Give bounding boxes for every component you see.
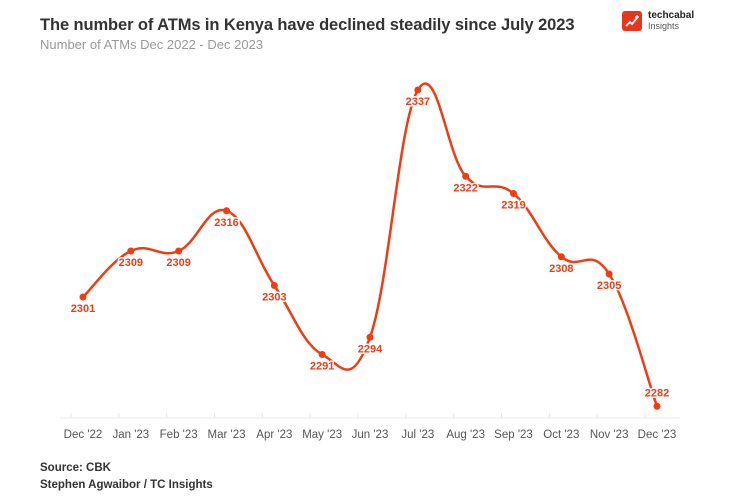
data-labels: 2301 2309 2309 2316 2303 2291 2294 2337 2322 2319… xyxy=(69,95,670,401)
series-line xyxy=(82,82,659,407)
x-tick-label: Mar '23 xyxy=(208,429,246,441)
data-point xyxy=(175,247,183,255)
source-text: Source: CBK xyxy=(40,462,111,474)
x-tick-label: Jun '23 xyxy=(352,429,389,441)
x-tick-label: Aug '23 xyxy=(446,429,485,441)
data-point xyxy=(366,333,374,341)
x-tick-label: Nov '23 xyxy=(590,429,629,441)
x-axis-ticks xyxy=(70,413,646,418)
data-point xyxy=(318,351,326,358)
data-point xyxy=(270,282,278,289)
data-point xyxy=(414,86,422,94)
x-tick-label: May '23 xyxy=(302,429,342,441)
data-label: 2322 xyxy=(453,182,477,194)
data-point xyxy=(223,207,230,215)
data-point xyxy=(462,172,470,180)
x-tick-label: Dec '22 xyxy=(64,429,103,441)
data-point xyxy=(605,270,613,278)
data-point xyxy=(557,253,565,261)
data-label: 2282 xyxy=(645,387,669,399)
data-label: 2308 xyxy=(549,263,573,275)
x-tick-label: Jul '23 xyxy=(401,429,434,441)
logo-sub: Insights xyxy=(648,21,680,31)
data-label: 2294 xyxy=(358,343,383,355)
data-label: 2303 xyxy=(262,292,286,304)
x-tick-label: Dec '23 xyxy=(638,429,677,441)
x-axis-labels: Dec '22 Jan '23 Feb '23 Mar '23 Apr '23 May '… xyxy=(64,429,677,441)
chart-subtitle: Number of ATMs Dec 2022 - Dec 2023 xyxy=(40,37,264,52)
data-label: 2309 xyxy=(119,257,143,269)
logo-name: techcabal xyxy=(648,10,695,21)
x-tick-label: Apr '23 xyxy=(256,429,292,441)
x-tick-label: Jan '23 xyxy=(112,429,149,441)
data-label: 2316 xyxy=(214,217,238,229)
data-label: 2305 xyxy=(597,280,621,292)
chart-title: The number of ATMs in Kenya have decline… xyxy=(40,16,575,34)
trend-up-icon xyxy=(622,11,642,31)
data-point xyxy=(127,247,135,255)
data-points xyxy=(79,86,661,410)
data-point xyxy=(653,402,661,410)
x-tick-label: Oct '23 xyxy=(543,429,579,441)
data-point xyxy=(510,190,517,197)
data-label: 2309 xyxy=(166,257,190,269)
data-label: 2291 xyxy=(310,361,334,373)
x-tick-label: Feb '23 xyxy=(160,429,198,441)
data-point xyxy=(79,293,87,301)
techcabal-logo: techcabal Insights xyxy=(622,11,694,31)
x-tick-label: Sep '23 xyxy=(494,429,533,441)
data-label: 2337 xyxy=(406,96,430,108)
data-label: 2301 xyxy=(71,303,95,315)
data-label: 2319 xyxy=(501,200,525,212)
footer: Source: CBK Stephen Agwaibor / TC Insigh… xyxy=(40,460,213,494)
credit-text: Stephen Agwaibor / TC Insights xyxy=(40,479,213,491)
